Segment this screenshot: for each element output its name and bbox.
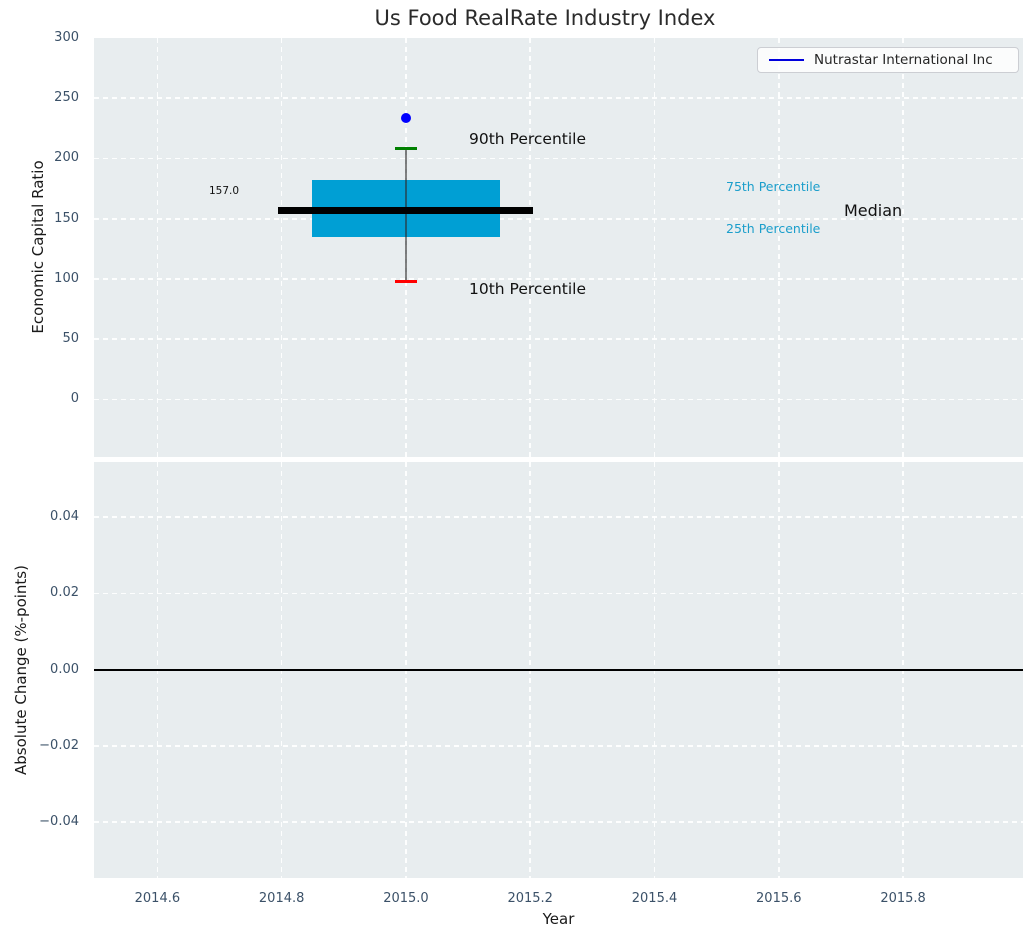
annotation-10th-percentile: 10th Percentile <box>469 280 587 298</box>
y-tick-label: −0.02 <box>39 737 79 753</box>
x-tick-label: 2015.2 <box>507 891 553 906</box>
y-tick-label: 0.00 <box>50 661 79 677</box>
gridline-horizontal <box>94 398 1023 401</box>
top-y-axis-label: Economic Capital Ratio <box>29 160 47 334</box>
y-tick-label: 250 <box>54 90 79 106</box>
gridline-horizontal <box>94 278 1023 280</box>
gridline-horizontal <box>94 97 1023 100</box>
gridline-horizontal <box>94 592 1023 595</box>
x-tick-label: 2015.4 <box>631 891 678 906</box>
gridline-horizontal <box>94 745 1023 747</box>
legend-entry-label: Nutrastar International Inc <box>814 52 993 68</box>
x-tick-label: 2014.8 <box>258 891 305 906</box>
gridline-vertical <box>529 38 532 457</box>
legend: Nutrastar International Inc <box>757 47 1019 73</box>
median-line <box>278 206 534 214</box>
whisker-line <box>405 148 407 282</box>
y-tick-label: 150 <box>54 210 79 226</box>
x-axis-label: Year <box>542 910 575 928</box>
y-tick-label: 100 <box>54 270 79 286</box>
y-tick-label: −0.04 <box>39 814 79 829</box>
annotation-25th-percentile: 25th Percentile <box>726 221 821 236</box>
x-tick-label: 2014.6 <box>134 891 181 906</box>
gridline-vertical <box>653 38 656 457</box>
legend-line-sample <box>769 59 804 61</box>
gridline-vertical <box>280 38 283 457</box>
zero-line <box>94 668 1023 671</box>
annotation-median: Median <box>844 201 903 220</box>
company-point <box>400 112 411 123</box>
p10-cap <box>394 279 417 283</box>
gridline-vertical <box>156 38 159 457</box>
gridline-vertical <box>902 38 904 457</box>
x-tick-label: 2015.0 <box>383 891 429 906</box>
top-axes <box>94 38 1023 457</box>
y-tick-label: 0 <box>70 391 79 407</box>
x-tick-label: 2015.8 <box>880 891 926 906</box>
gridline-horizontal <box>94 338 1023 340</box>
gridline-horizontal <box>94 516 1023 519</box>
y-tick-label: 300 <box>54 30 79 45</box>
median-value-label: 157.0 <box>209 185 240 197</box>
y-tick-label: 200 <box>54 150 79 166</box>
p90-cap <box>394 147 417 151</box>
y-tick-label: 0.04 <box>50 509 79 525</box>
gridline-horizontal <box>94 157 1023 160</box>
y-tick-label: 50 <box>62 331 79 347</box>
x-tick-label: 2015.6 <box>756 891 802 906</box>
chart-title: Us Food RealRate Industry Index <box>374 6 716 30</box>
y-tick-label: 0.02 <box>50 585 79 601</box>
annotation-90th-percentile: 90th Percentile <box>469 130 587 148</box>
gridline-horizontal <box>94 217 1023 220</box>
gridline-vertical <box>777 38 780 457</box>
annotation-75th-percentile: 75th Percentile <box>726 179 821 194</box>
gridline-horizontal <box>94 821 1023 823</box>
